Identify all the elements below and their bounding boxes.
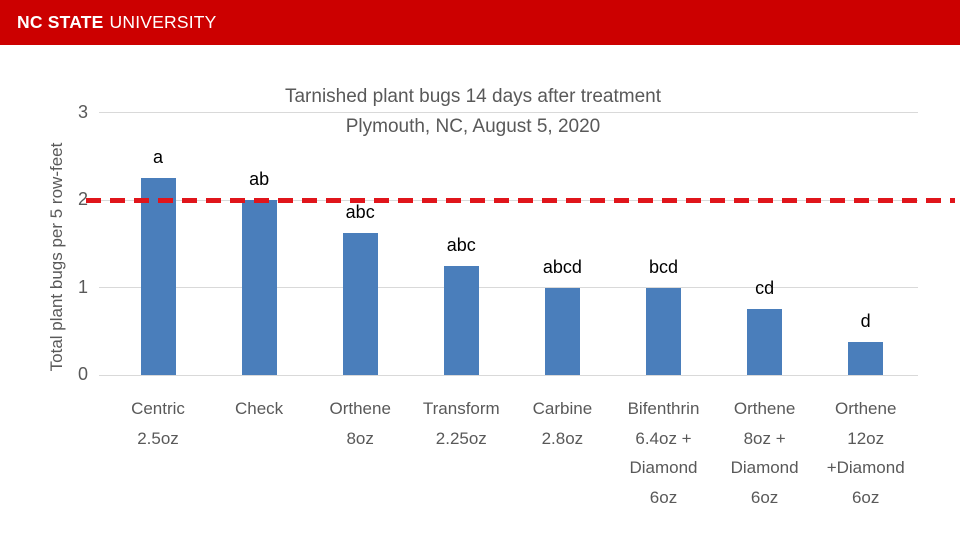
x-tick-label-7: Orthene 12oz +Diamond 6oz: [826, 399, 905, 507]
chart-title-line2: Plymouth, NC, August 5, 2020: [345, 116, 601, 137]
bar-0: [140, 178, 176, 375]
banner-brand-regular: UNIVERSITY: [109, 12, 217, 32]
y-tick-label-3: 3: [77, 101, 88, 122]
bar-2: [342, 232, 378, 375]
gridline-y-3: [99, 112, 918, 113]
y-tick-label-0: 0: [77, 364, 88, 384]
bar-stat-letter-0: a: [152, 147, 163, 168]
gridline-y-1: [99, 287, 918, 288]
chart-title-line1: Tarnished plant bugs 14 days after treat…: [284, 86, 661, 107]
bar-stat-letter-5: bcd: [648, 256, 679, 277]
bar-5: [646, 287, 681, 375]
bar-3: [443, 265, 479, 375]
bar-stat-letter-3: abc: [446, 234, 476, 255]
gridline-y-0: [99, 374, 918, 376]
ncsu-banner: NC STATE UNIVERSITY: [0, 0, 960, 45]
y-tick-label-1: 1: [77, 276, 88, 297]
x-tick-label-6: Orthene 8oz + Diamond 6oz: [730, 399, 799, 507]
x-tick-label-4: Carbine 2.8oz: [532, 399, 593, 448]
banner-brand-bold: NC STATE: [17, 12, 104, 32]
y-tick-label-2: 2: [77, 189, 88, 209]
bar-stat-letter-4: abcd: [542, 256, 582, 277]
x-tick-label-0: Centric 2.5oz: [131, 399, 185, 448]
bar-4: [544, 287, 580, 375]
x-tick-label-5: Bifenthrin 6.4oz + Diamond 6oz: [627, 399, 700, 507]
bar-stat-letter-6: cd: [755, 278, 775, 299]
x-tick-label-1: Check: [235, 399, 284, 418]
bar-stat-letter-2: abc: [345, 201, 375, 222]
threshold-reference-line: [86, 197, 955, 203]
x-tick-label-3: Transform 2.25oz: [422, 399, 500, 448]
bar-1: [241, 200, 277, 375]
bar-7: [848, 342, 884, 375]
bar-stat-letter-7: d: [860, 311, 871, 332]
bar-stat-letter-1: ab: [249, 169, 270, 189]
bar-6: [747, 309, 783, 375]
x-tick-label-2: Orthene 8oz: [329, 399, 391, 448]
